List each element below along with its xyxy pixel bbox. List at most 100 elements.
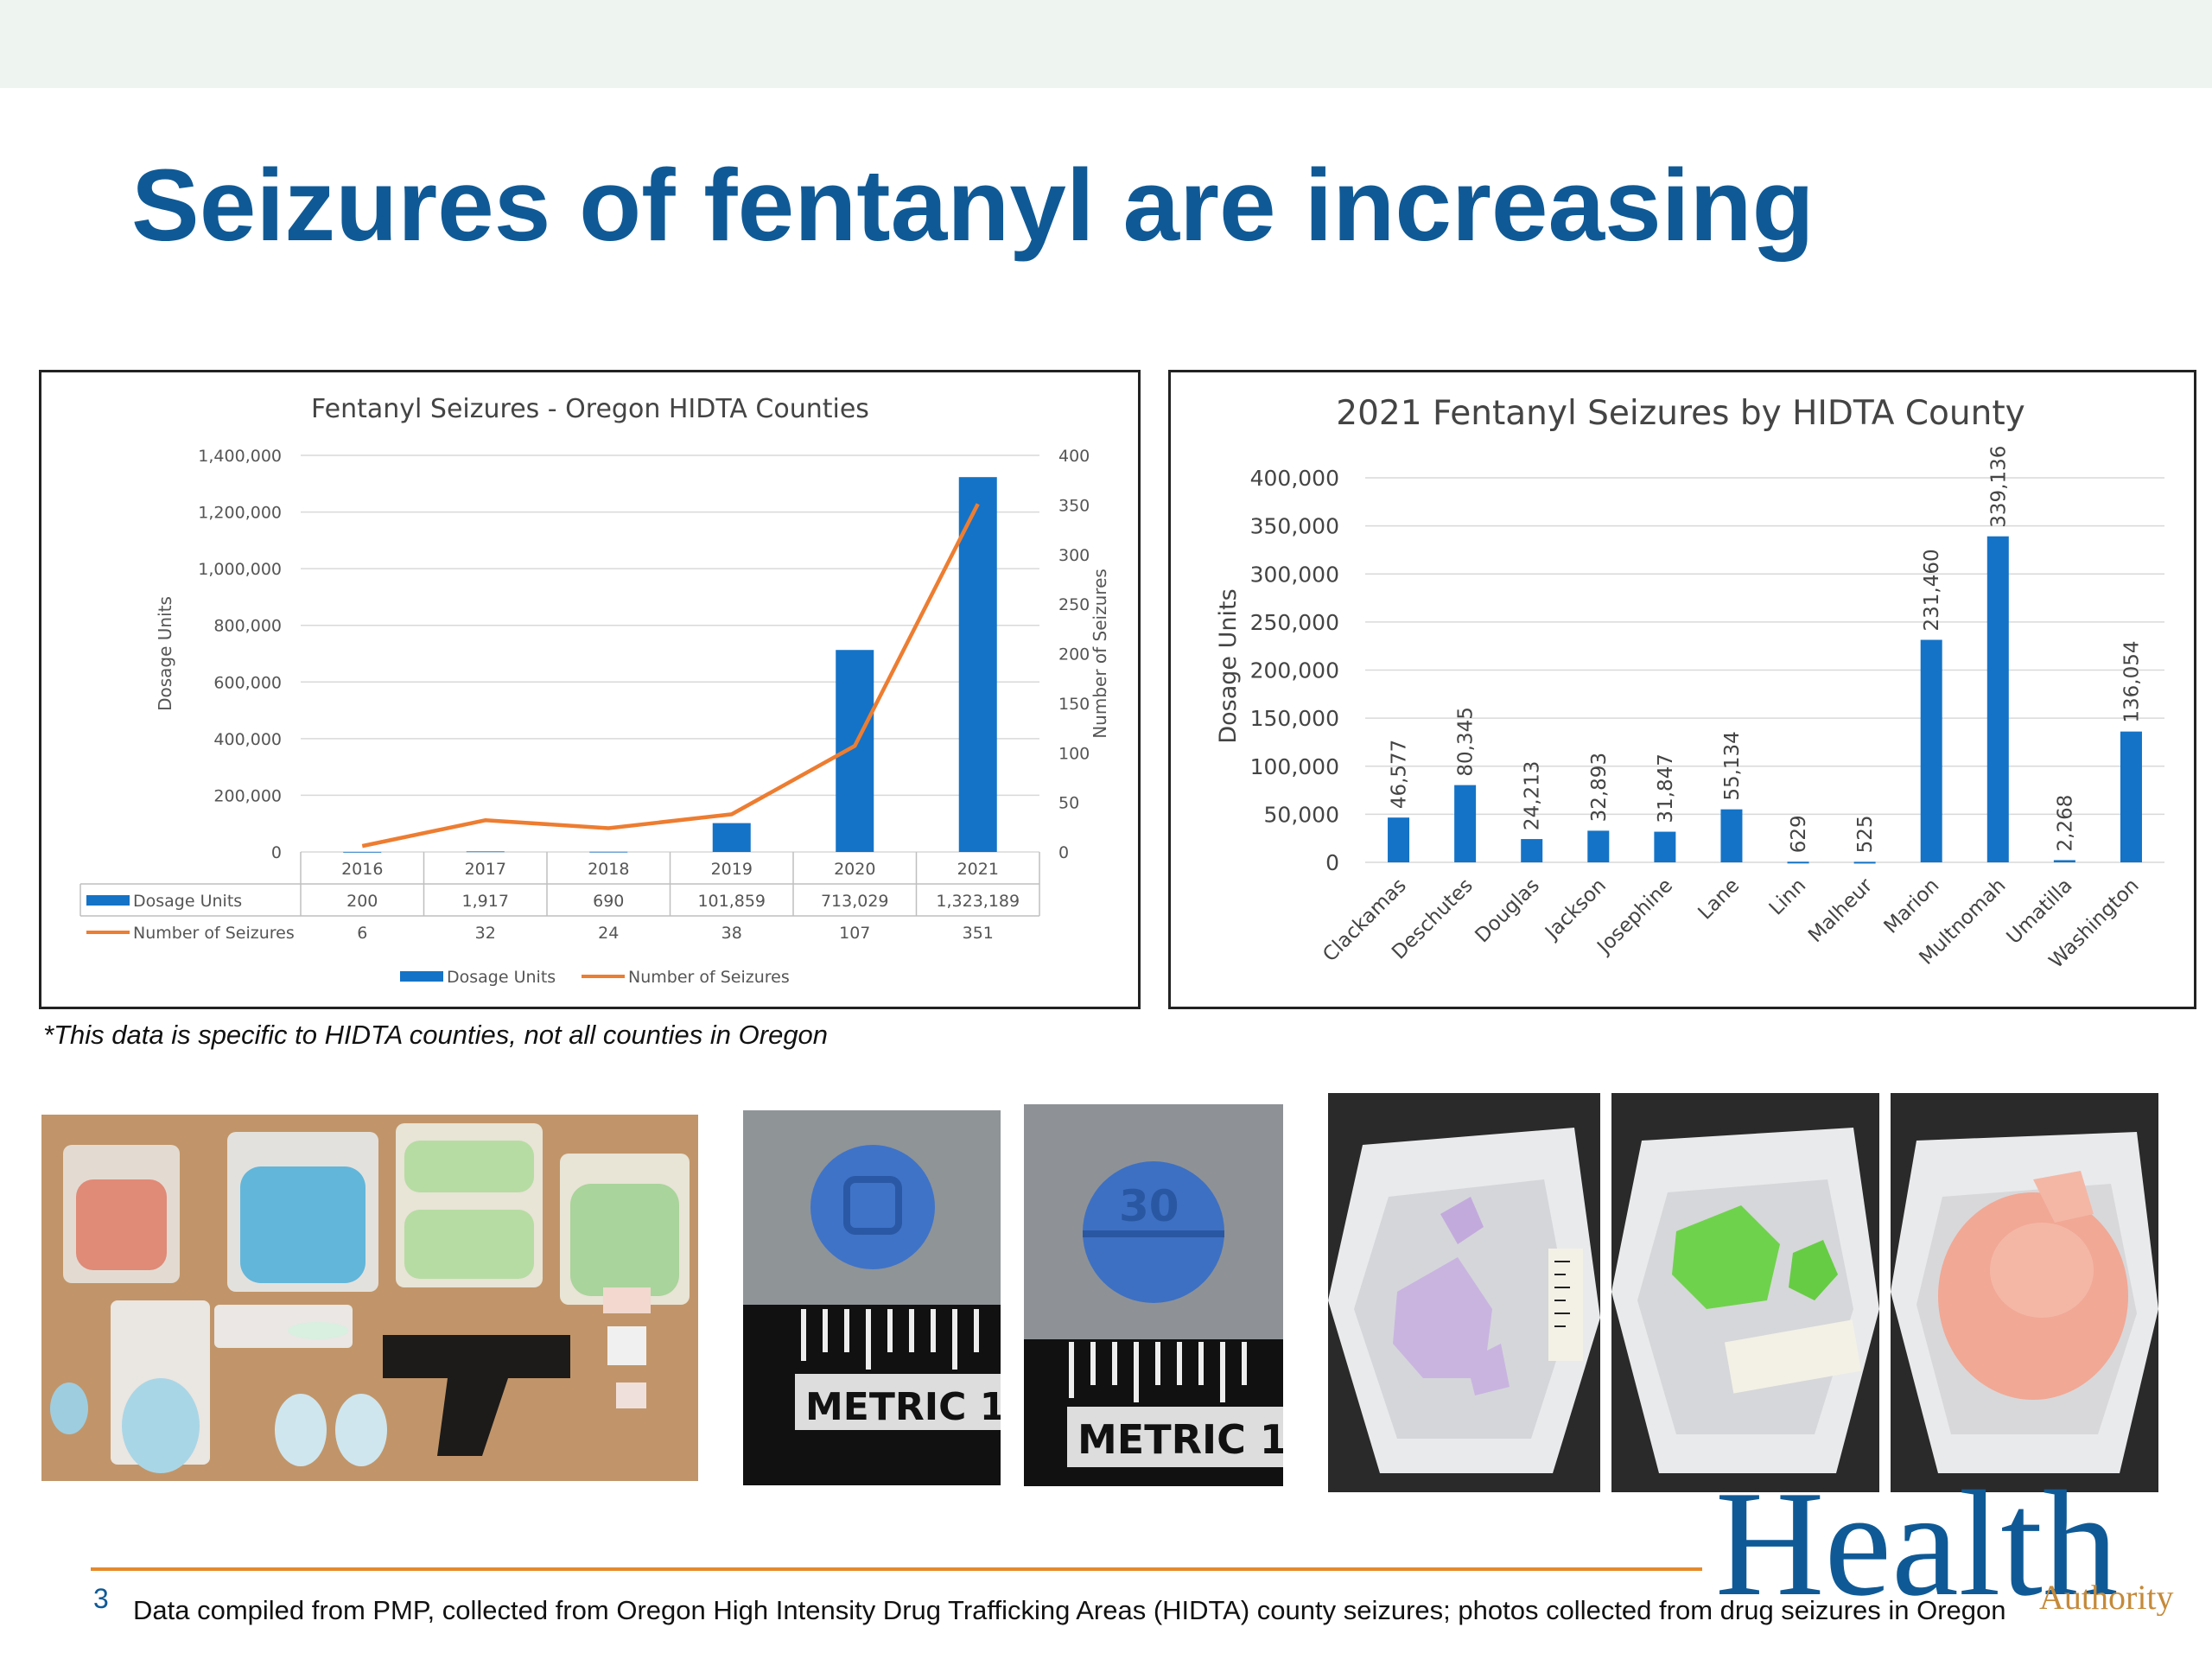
source-note: Data compiled from PMP, collected from O… xyxy=(133,1595,2006,1625)
chart1-table-seizures: 24 xyxy=(598,924,619,943)
chart2-value-label: 46,577 xyxy=(1389,740,1411,809)
chart1-category: 2020 xyxy=(834,860,875,879)
chart2-ytick: 50,000 xyxy=(1264,802,1339,827)
chart2-value-label: 231,460 xyxy=(1921,549,1943,631)
seized-drugs-photo xyxy=(41,1115,698,1481)
chart-by-county: 2021 Fentanyl Seizures by HIDTA County 0 5… xyxy=(1168,370,2196,1009)
chart2-value-label: 24,213 xyxy=(1522,761,1544,830)
chart1-table-seizures: 107 xyxy=(839,924,870,943)
chart2-bar xyxy=(1454,785,1477,862)
chart2-ytick: 200,000 xyxy=(1250,658,1339,683)
green-powder-photo xyxy=(1611,1093,1879,1492)
slide-title: Seizures of fentanyl are increasing xyxy=(131,149,1815,263)
chart2-category: Jackson xyxy=(1540,874,1611,945)
chart2-ytick: 300,000 xyxy=(1250,562,1339,587)
chart2-value-label: 2,268 xyxy=(2054,795,2076,852)
chart1-category: 2019 xyxy=(711,860,753,879)
chart1-ytick: 1,200,000 xyxy=(198,504,282,523)
chart2-bar xyxy=(1720,809,1743,862)
chart1-legend-seizures: Number of Seizures xyxy=(628,968,790,987)
chart2-value-label: 80,345 xyxy=(1455,707,1478,776)
chart2-bar xyxy=(1587,830,1610,862)
chart1-table-seizures: 6 xyxy=(357,924,367,943)
chart2-ytick: 0 xyxy=(1325,850,1339,875)
chart2-bar xyxy=(1521,839,1543,862)
chart1-y2tick: 400 xyxy=(1058,447,1090,466)
chart1-y2tick: 100 xyxy=(1058,744,1090,763)
chart2-ylabel: Dosage Units xyxy=(1215,588,1242,743)
chart-oregon-hidta: Fentanyl Seizures - Oregon HIDTA Countie… xyxy=(39,370,1141,1009)
page-number: 3 xyxy=(93,1583,109,1614)
chart1-seizure-line xyxy=(361,503,980,849)
chart2-value-label: 525 xyxy=(1854,816,1877,854)
chart2-ytick: 350,000 xyxy=(1250,514,1339,539)
chart2-category: Lane xyxy=(1694,874,1744,925)
svg-text:METRIC 1: METRIC 1 xyxy=(1077,1416,1283,1463)
chart2-bar xyxy=(1654,831,1676,862)
chart1-ytick: 200,000 xyxy=(213,786,282,805)
chart1-table-seizures: 32 xyxy=(475,924,496,943)
chart1-ytick: 1,400,000 xyxy=(198,447,282,466)
chart2-value-label: 32,893 xyxy=(1588,753,1611,822)
chart1-category: 2017 xyxy=(465,860,506,879)
chart1-table-dosage: 101,859 xyxy=(697,892,766,911)
health-authority-logo: Health Authority xyxy=(1715,1459,2182,1627)
chart1-legend-bar-swatch xyxy=(400,971,443,982)
chart1-y2tick: 250 xyxy=(1058,595,1090,614)
chart1-ytick: 0 xyxy=(271,843,282,862)
chart1-ytick: 800,000 xyxy=(213,617,282,636)
chart2-value-label: 339,136 xyxy=(1987,446,2010,528)
logo-sub-text: Authority xyxy=(2039,1578,2174,1616)
chart2-title: 2021 Fentanyl Seizures by HIDTA County xyxy=(1336,394,2024,433)
chart2-ytick: 150,000 xyxy=(1250,706,1339,731)
svg-text:30: 30 xyxy=(1119,1181,1179,1231)
svg-text:METRIC 1: METRIC 1 xyxy=(805,1385,1001,1429)
chart2-bar xyxy=(1920,639,1942,862)
chart2-ytick: 100,000 xyxy=(1250,754,1339,779)
chart2-category: Douglas xyxy=(1471,874,1543,947)
chart2-value-label: 31,847 xyxy=(1655,753,1677,823)
chart1-table-dosage: 713,029 xyxy=(821,892,889,911)
chart1-bar xyxy=(712,823,751,852)
chart1-y2tick: 300 xyxy=(1058,546,1090,565)
chart1-table-dosage: 1,323,189 xyxy=(936,892,1020,911)
chart1-category: 2021 xyxy=(957,860,999,879)
chart1-table-label-seizures: Number of Seizures xyxy=(133,924,295,943)
chart2-category: Marion xyxy=(1880,874,1944,938)
pink-powder-photo xyxy=(1891,1093,2158,1492)
chart2-bar xyxy=(2053,860,2075,862)
chart2-category: Malheur xyxy=(1804,874,1878,947)
chart2-value-label: 55,134 xyxy=(1721,731,1744,800)
chart1-bar xyxy=(589,851,628,853)
chart1-y2tick: 50 xyxy=(1058,794,1079,813)
chart2-ytick: 250,000 xyxy=(1250,610,1339,635)
chart1-title: Fentanyl Seizures - Oregon HIDTA Countie… xyxy=(311,394,869,424)
chart1-legend-dosage: Dosage Units xyxy=(447,968,556,987)
footer-rule xyxy=(91,1567,1702,1571)
chart1-table-dosage: 690 xyxy=(593,892,624,911)
chart1-category: 2018 xyxy=(588,860,629,879)
chart2-bar xyxy=(1388,817,1410,862)
chart1-bar xyxy=(836,650,874,852)
chart1-table-seizures: 38 xyxy=(721,924,742,943)
chart1-y2tick: 150 xyxy=(1058,695,1090,714)
footnote: *This data is specific to HIDTA counties… xyxy=(43,1020,829,1050)
chart1-table-key-bar xyxy=(86,895,130,906)
chart1-y2label: Number of Seizures xyxy=(1090,569,1110,739)
chart1-ytick: 400,000 xyxy=(213,730,282,749)
chart1-bar xyxy=(958,477,997,852)
chart2-value-label: 136,054 xyxy=(2120,641,2143,723)
chart1-table-label-dosage: Dosage Units xyxy=(133,892,242,911)
chart1-y2tick: 0 xyxy=(1058,843,1069,862)
chart2-value-label: 629 xyxy=(1788,815,1810,853)
chart1-table-seizures: 351 xyxy=(963,924,994,943)
m-pill-photo: METRIC 1 xyxy=(743,1110,1001,1485)
chart1-category: 2016 xyxy=(341,860,383,879)
chart2-bar xyxy=(1986,536,2009,862)
chart1-bar xyxy=(343,851,382,853)
chart1-table-dosage: 200 xyxy=(346,892,378,911)
chart2-ytick: 400,000 xyxy=(1250,466,1339,491)
chart2-bar xyxy=(2120,731,2142,862)
chart2-bar xyxy=(1787,861,1809,864)
chart1-y2tick: 200 xyxy=(1058,645,1090,664)
